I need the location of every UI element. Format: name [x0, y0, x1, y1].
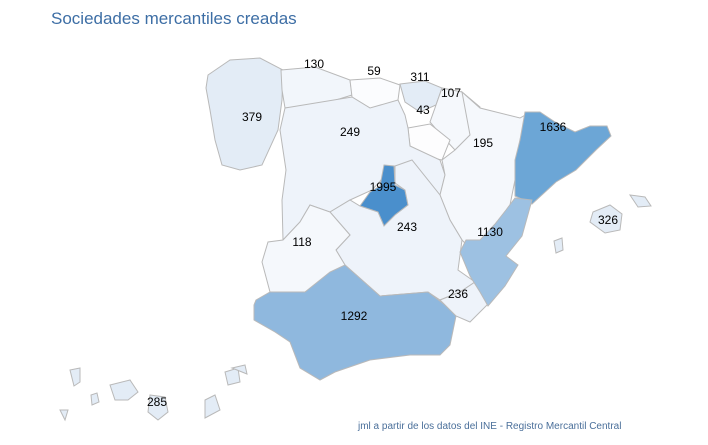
region-shape-canarias[interactable] [147, 394, 169, 421]
region-value-extremadura: 118 [292, 235, 311, 249]
region-shape-canarias[interactable] [59, 409, 69, 422]
region-andalucia[interactable] [253, 264, 457, 381]
region-value-castilla-la-mancha: 243 [397, 220, 417, 234]
region-value-la-rioja: 43 [416, 103, 430, 117]
region-shape-valencia[interactable] [459, 197, 533, 307]
region-shape-canarias[interactable] [90, 392, 100, 406]
region-value-pais-vasco: 311 [410, 70, 429, 84]
region-galicia[interactable] [205, 57, 284, 171]
region-shape-canarias[interactable] [109, 379, 139, 401]
region-value-navarra: 107 [441, 86, 461, 100]
region-shape-canarias[interactable] [204, 394, 221, 419]
region-value-galicia: 379 [242, 110, 262, 124]
region-cataluna[interactable] [514, 111, 612, 205]
region-shape-baleares[interactable] [553, 237, 564, 254]
region-shape-baleares[interactable] [628, 194, 652, 208]
region-shape-canarias[interactable] [69, 367, 81, 387]
region-value-valencia: 1130 [477, 225, 503, 239]
region-value-murcia: 236 [448, 287, 468, 301]
region-shape-galicia[interactable] [205, 57, 284, 171]
region-shape-baleares[interactable] [589, 204, 623, 234]
region-value-castilla-leon: 249 [340, 125, 360, 139]
region-value-aragon: 195 [473, 136, 493, 150]
region-murcia[interactable] [439, 281, 493, 323]
region-shape-canarias[interactable] [224, 367, 241, 386]
region-value-asturias: 130 [304, 57, 324, 71]
region-value-baleares: 326 [598, 213, 618, 227]
region-shape-canarias[interactable] [230, 364, 248, 375]
region-value-cataluna: 1636 [540, 120, 567, 134]
region-shape-cataluna[interactable] [514, 111, 612, 205]
map-title: Sociedades mercantiles creadas [51, 9, 297, 28]
region-value-madrid: 1995 [370, 180, 397, 194]
region-value-cantabria: 59 [367, 64, 381, 78]
region-value-andalucia: 1292 [341, 309, 368, 323]
region-shape-murcia[interactable] [439, 281, 493, 323]
region-baleares[interactable] [553, 194, 652, 254]
region-valencia[interactable] [459, 197, 533, 307]
region-canarias[interactable] [59, 364, 248, 422]
region-value-canarias: 285 [147, 395, 167, 409]
source-credit: jml a partir de los datos del INE - Regi… [358, 421, 622, 432]
region-shape-andalucia[interactable] [253, 264, 457, 381]
